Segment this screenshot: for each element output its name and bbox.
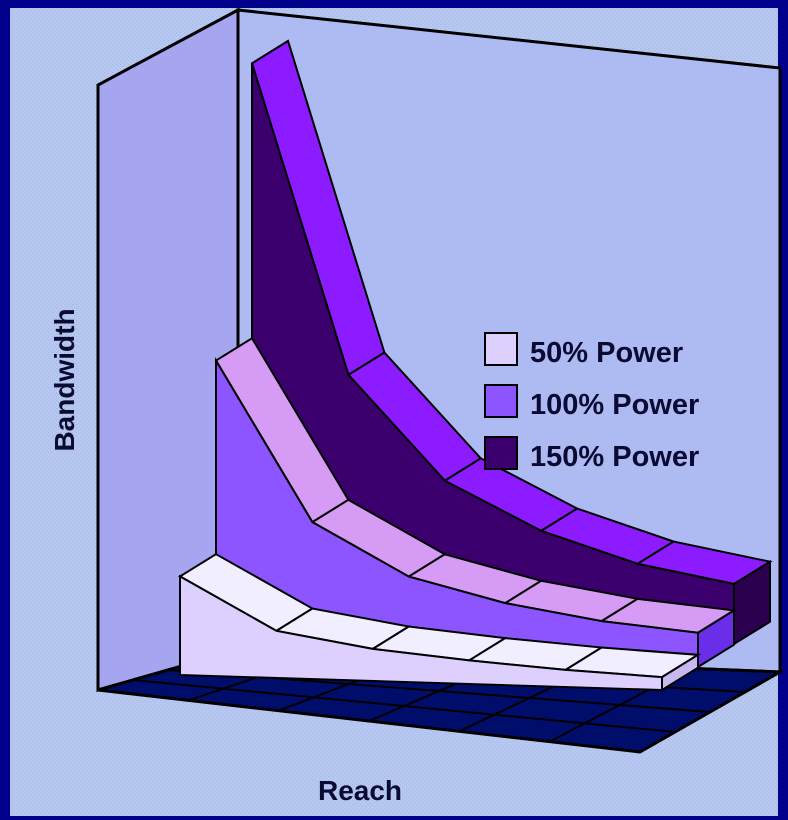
floor-grid-line	[132, 679, 676, 733]
series-ribbon-2	[214, 336, 737, 669]
legend-label-50: 50% Power	[530, 337, 683, 369]
legend-label-150: 150% Power	[530, 441, 699, 473]
legend-swatch-150	[484, 436, 518, 470]
x-axis-label: Reach	[318, 775, 402, 806]
legend-swatch-50	[484, 332, 518, 366]
legend: 50% Power 100% Power 150% Power	[484, 332, 699, 473]
series-ribbons	[178, 39, 773, 692]
ribbon-front-face	[179, 574, 663, 692]
series-ribbon-3	[250, 39, 773, 646]
legend-label-100: 100% Power	[530, 389, 699, 421]
series-ribbon-1	[178, 552, 702, 692]
legend-swatch-100	[484, 384, 518, 418]
y-axis-label: Bandwidth	[49, 308, 80, 451]
